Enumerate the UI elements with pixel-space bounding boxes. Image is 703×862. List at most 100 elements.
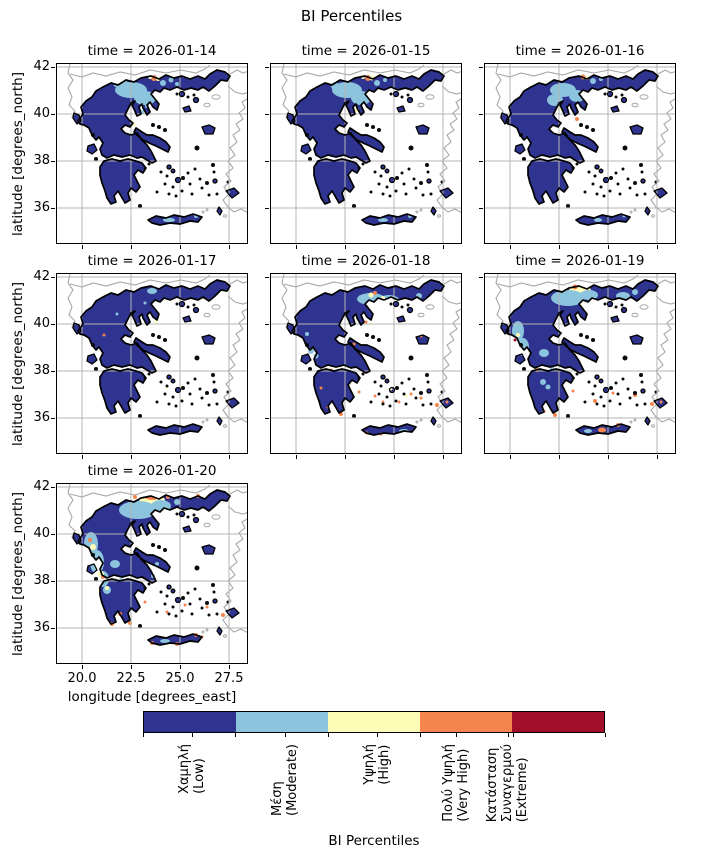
y-tick-label: 40 — [33, 106, 50, 121]
small-islands — [91, 92, 230, 208]
y-tick — [265, 161, 269, 162]
x-tick — [394, 455, 395, 459]
facet-panel: time = 2026-01-20 42 40 38 36 latitude [degre… — [10, 463, 248, 705]
facet-panel: time = 2026-01-14 42 40 38 36 latitude [degre… — [10, 43, 248, 249]
y-tick-label: 38 — [33, 363, 50, 378]
y-tick — [265, 67, 269, 68]
greece-map — [57, 64, 247, 243]
small-islands — [91, 512, 230, 628]
x-tick — [443, 455, 444, 459]
x-tick — [229, 245, 230, 249]
x-tick — [559, 455, 560, 459]
y-tick — [51, 161, 55, 162]
facet-panel: time = 2026-01-15 — [265, 43, 462, 249]
graticule — [57, 484, 247, 663]
colorbar-segment-low — [144, 712, 236, 732]
y-tick — [265, 277, 269, 278]
x-tick — [229, 665, 230, 669]
facet-title: time = 2026-01-16 — [515, 43, 645, 59]
y-tick — [51, 67, 55, 68]
map-axes: 42 40 38 36 latitude [degrees_north] — [10, 270, 248, 459]
colorbar-tick — [455, 733, 457, 737]
foreign-coastlines — [281, 274, 461, 424]
x-tick — [657, 455, 658, 459]
facet-title: time = 2026-01-20 — [87, 463, 217, 479]
y-tick-label: 36 — [33, 200, 50, 215]
colorbar-category-label: Πολύ Υψηλή (Very High) — [440, 744, 471, 822]
map-axes — [265, 273, 462, 459]
island-coastline — [286, 90, 454, 216]
category-specks — [513, 284, 663, 427]
category-patches — [147, 288, 157, 294]
facet-title: time = 2026-01-14 — [87, 43, 217, 59]
land-fill — [287, 70, 453, 225]
map-axes: 42 40 38 36 latitude [degrees_north] — [10, 60, 248, 249]
island-coastline — [500, 300, 668, 426]
x-tick — [510, 245, 511, 249]
small-islands — [305, 92, 444, 208]
y-tick — [51, 371, 55, 372]
x-tick — [180, 665, 181, 669]
greece-map — [57, 484, 247, 663]
x-tick-label: 27.5 — [214, 671, 244, 686]
y-tick — [479, 208, 483, 209]
y-axis-label: latitude [degrees_north] — [10, 491, 26, 656]
y-tick — [265, 418, 269, 419]
x-tick — [82, 665, 83, 669]
y-tick — [51, 208, 55, 209]
y-tick — [51, 487, 55, 488]
facet-panel: time = 2026-01-19 — [479, 253, 676, 459]
y-tick-label: 42 — [33, 269, 50, 284]
small-islands — [519, 92, 658, 208]
y-tick — [479, 161, 483, 162]
coastline — [77, 279, 231, 436]
colorbar-axis-label: BI Percentiles — [328, 833, 420, 849]
greece-map — [57, 274, 247, 453]
map-axes — [479, 273, 676, 459]
colorbar-category-label: Κατάσταση Συναγερμού (Extreme) — [485, 744, 531, 823]
y-tick — [265, 208, 269, 209]
colorbar-tick — [376, 733, 378, 737]
y-tick — [265, 324, 269, 325]
colorbar-segment-high — [328, 712, 420, 732]
x-tick — [180, 455, 181, 459]
colorbar-tick — [143, 733, 144, 737]
facet-title: time = 2026-01-17 — [87, 253, 217, 269]
x-tick — [657, 245, 658, 249]
y-tick-label: 42 — [33, 479, 50, 494]
land-fill — [73, 70, 239, 225]
island-coastline — [286, 300, 454, 426]
greece-map — [485, 274, 675, 453]
x-tick — [82, 245, 83, 249]
y-tick — [479, 324, 483, 325]
coastline — [77, 489, 231, 646]
y-tick — [479, 418, 483, 419]
y-tick — [265, 114, 269, 115]
x-tick — [510, 455, 511, 459]
x-tick-label: 25.0 — [165, 671, 195, 686]
coastline — [505, 69, 659, 226]
facet-title: time = 2026-01-19 — [515, 253, 645, 269]
colorbar-segment-extreme — [512, 712, 604, 732]
coastline — [291, 69, 445, 226]
graticule — [57, 274, 247, 453]
x-tick — [559, 245, 560, 249]
land-fill — [73, 280, 239, 435]
land-fill — [73, 490, 239, 645]
colorbar — [143, 711, 605, 733]
colorbar-tick — [327, 733, 329, 737]
y-tick — [51, 534, 55, 535]
y-tick — [51, 418, 55, 419]
x-tick — [394, 245, 395, 249]
greece-map — [271, 64, 461, 243]
foreign-coastlines — [495, 64, 675, 214]
figure-title: BI Percentiles — [300, 7, 403, 25]
x-tick — [608, 245, 609, 249]
y-tick — [51, 277, 55, 278]
x-tick — [131, 665, 132, 669]
x-tick-label: 22.5 — [116, 671, 146, 686]
colorbar-tick — [512, 733, 514, 737]
small-islands — [91, 302, 230, 418]
y-tick-label: 36 — [33, 620, 50, 635]
y-tick — [479, 371, 483, 372]
